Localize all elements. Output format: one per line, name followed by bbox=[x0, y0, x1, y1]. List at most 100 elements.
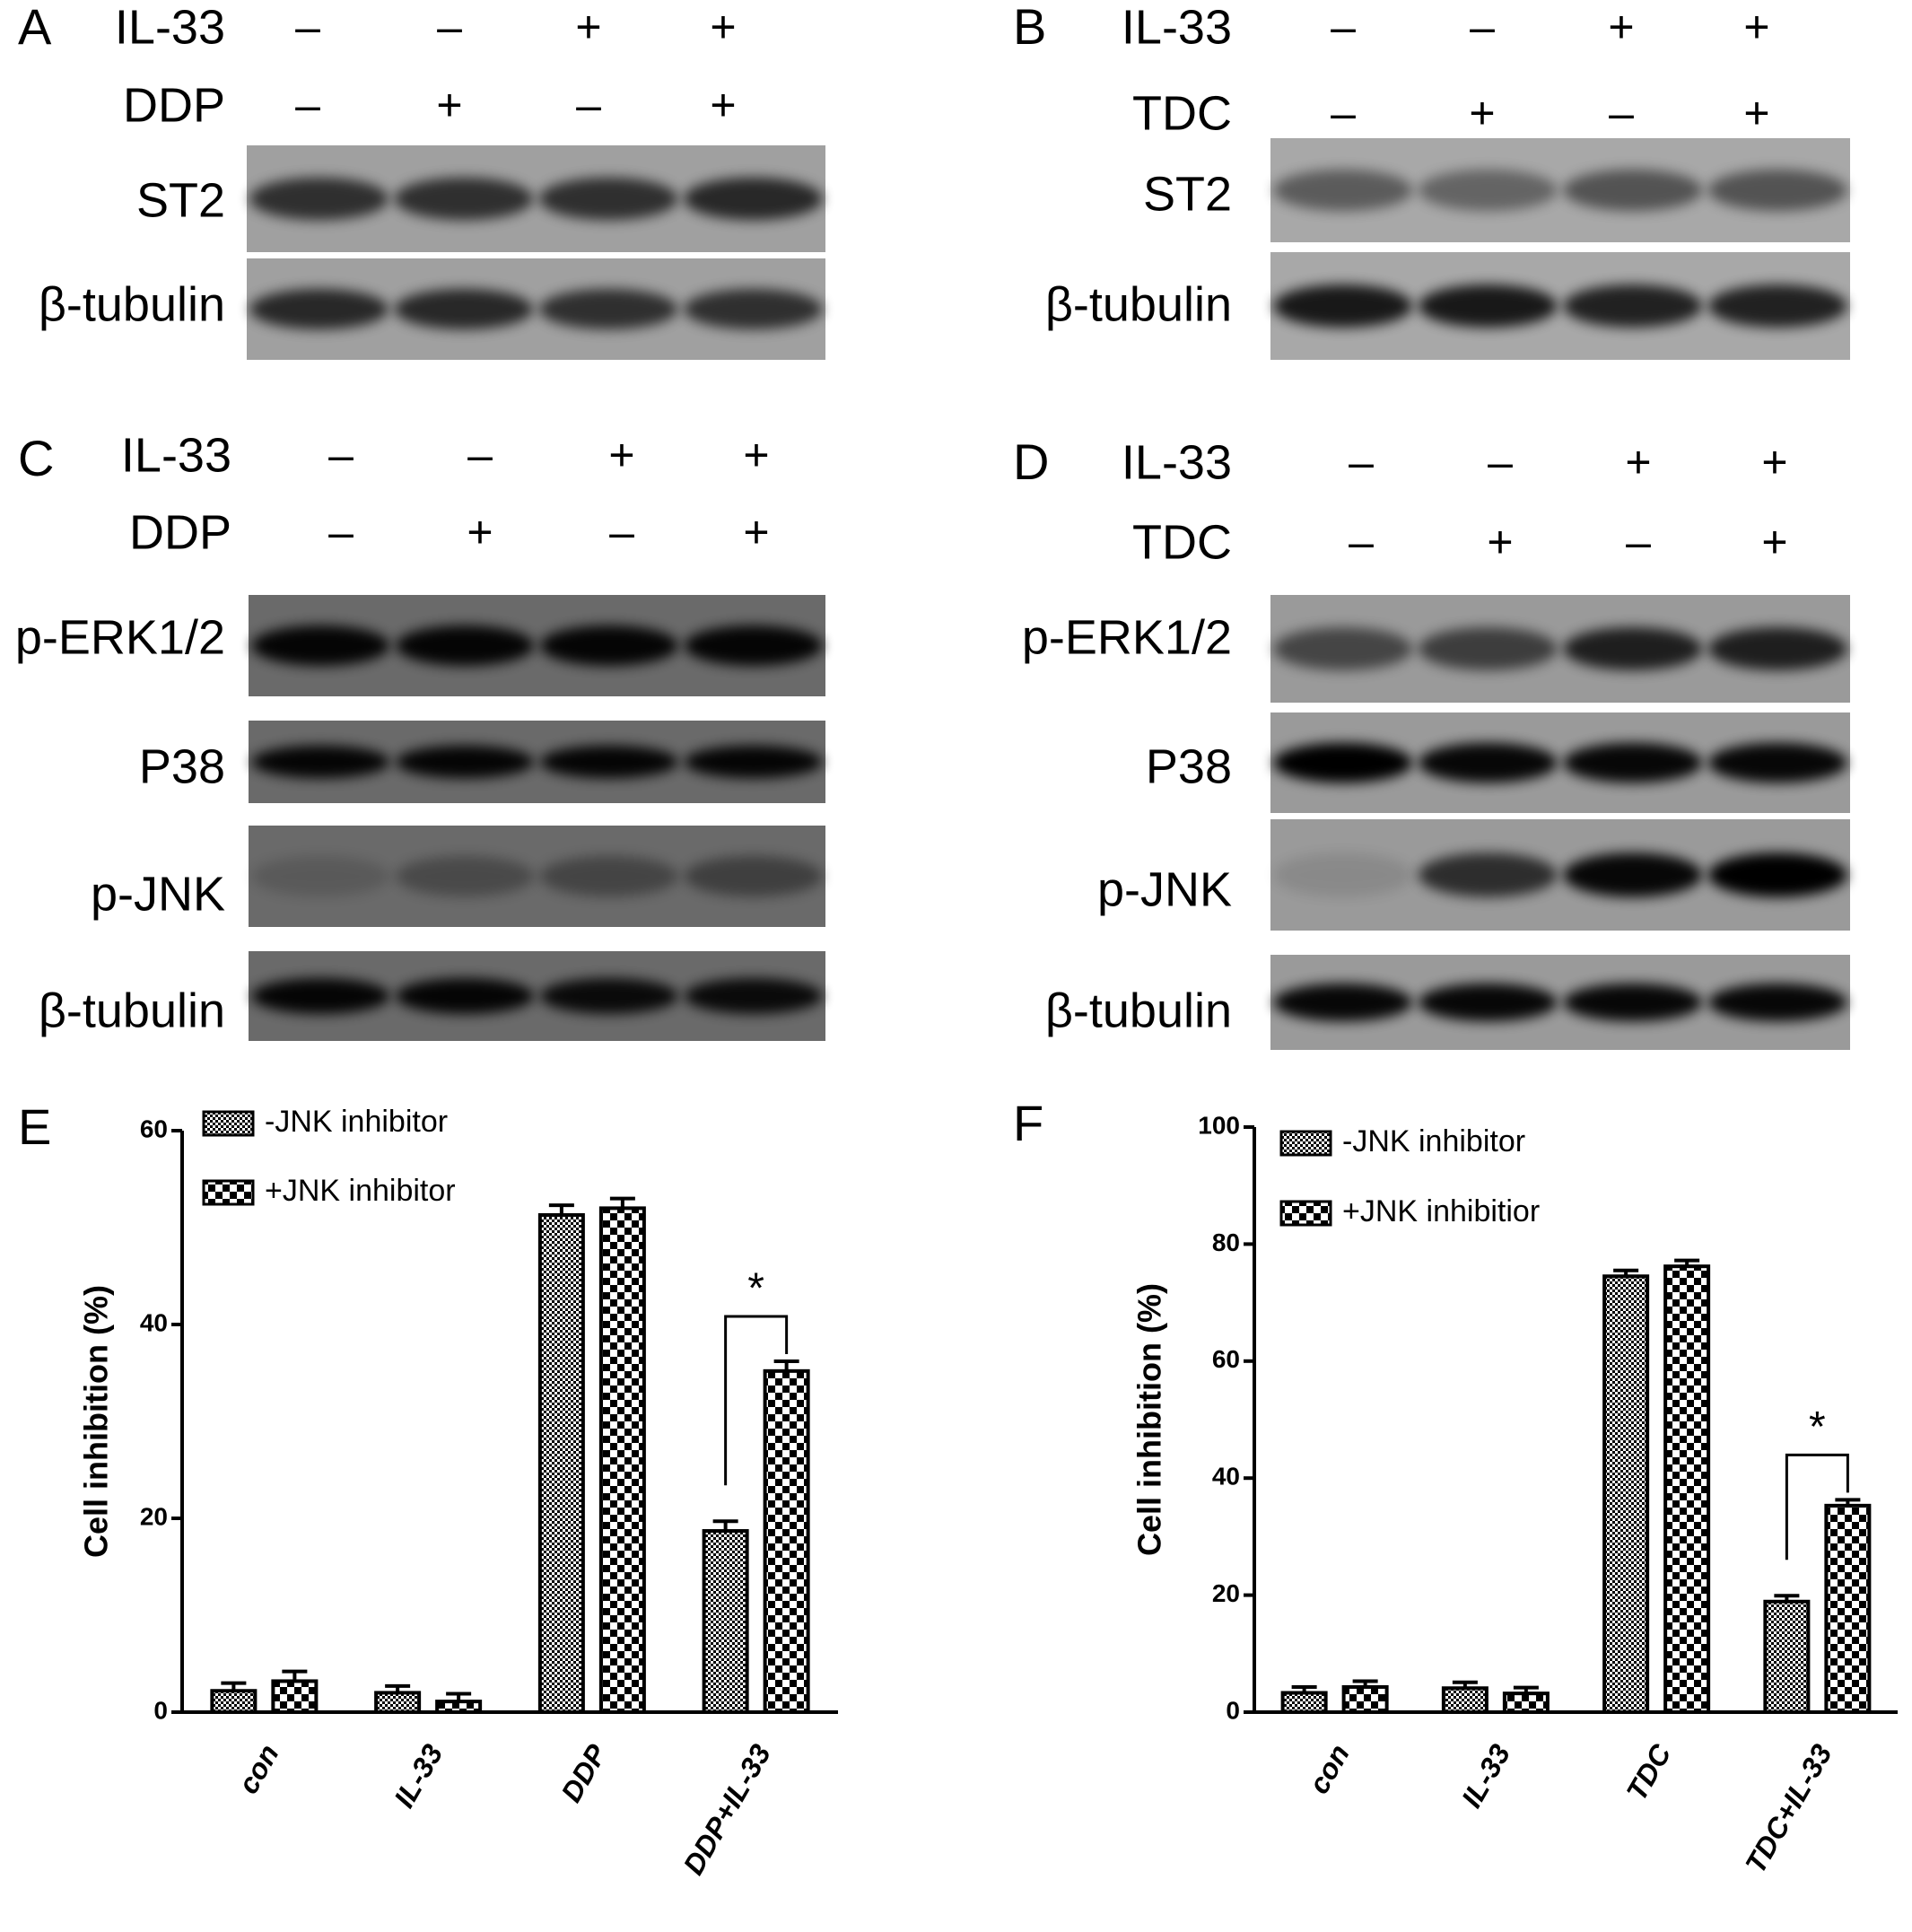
error-bar bbox=[1452, 1680, 1478, 1689]
blot-band bbox=[539, 855, 679, 897]
y-tick-label: 40 bbox=[1212, 1463, 1240, 1491]
treatment-sign: – bbox=[1626, 517, 1651, 567]
significance-bracket bbox=[724, 1315, 789, 1486]
bar bbox=[1663, 1264, 1711, 1715]
x-tick-label: IL-33 bbox=[388, 1739, 450, 1814]
treatment-sign: + bbox=[1743, 88, 1769, 138]
blot-band bbox=[1418, 852, 1558, 897]
blot-label: p-ERK1/2 bbox=[1022, 610, 1232, 664]
treatment-sign: + bbox=[1625, 437, 1651, 487]
treatment-sign: – bbox=[295, 80, 320, 130]
panel-label: A bbox=[18, 0, 52, 55]
blot-band bbox=[1563, 983, 1703, 1022]
blot-band bbox=[394, 177, 534, 221]
error-bar bbox=[1613, 1268, 1639, 1277]
y-axis-label: Cell inhibition (%) bbox=[1131, 1283, 1168, 1556]
bar bbox=[1824, 1503, 1872, 1714]
blot-band bbox=[1418, 983, 1558, 1022]
significance-label: * bbox=[747, 1265, 764, 1313]
blot-label: β-tubulin bbox=[39, 983, 225, 1037]
error-bar bbox=[548, 1203, 574, 1215]
legend-label: +JNK inhibitor bbox=[265, 1174, 456, 1208]
blot-band bbox=[1273, 852, 1413, 897]
error-bar bbox=[282, 1669, 308, 1682]
blot-band bbox=[1418, 169, 1558, 212]
treatment-sign: + bbox=[710, 2, 736, 52]
bar bbox=[374, 1691, 422, 1715]
treatment-sign: + bbox=[436, 80, 462, 130]
blot-band bbox=[684, 745, 823, 779]
treatment-sign: + bbox=[743, 507, 769, 557]
panel-label: D bbox=[1013, 433, 1049, 490]
x-tick-label: TDC bbox=[1620, 1738, 1678, 1806]
panel-label: B bbox=[1013, 0, 1046, 55]
blot-band bbox=[395, 855, 535, 897]
treatment-sign: + bbox=[1743, 2, 1769, 52]
y-tick-label: 0 bbox=[153, 1696, 168, 1724]
y-tick-label: 20 bbox=[140, 1502, 168, 1530]
treatment-label: IL-33 bbox=[115, 0, 225, 54]
error-bar bbox=[446, 1692, 472, 1702]
legend-label: -JNK inhibitor bbox=[1342, 1124, 1525, 1158]
y-tick-label: 40 bbox=[140, 1308, 168, 1336]
treatment-sign: – bbox=[576, 80, 601, 130]
treatment-label: DDP bbox=[123, 78, 225, 132]
treatment-sign: – bbox=[1331, 88, 1356, 138]
y-tick-label: 60 bbox=[140, 1115, 168, 1142]
x-tick-label: DDP+IL-33 bbox=[677, 1739, 777, 1881]
blot-band bbox=[1707, 742, 1847, 783]
bar bbox=[1441, 1686, 1489, 1714]
bar bbox=[598, 1206, 646, 1714]
blot-band bbox=[249, 288, 389, 330]
x-tick-label: con bbox=[231, 1739, 285, 1799]
treatment-label: IL-33 bbox=[121, 428, 231, 482]
blot-band bbox=[1707, 983, 1847, 1022]
blot-band bbox=[538, 177, 678, 221]
blot-band bbox=[539, 625, 679, 667]
bar bbox=[435, 1700, 483, 1714]
blot-label: β-tubulin bbox=[1045, 983, 1232, 1037]
treatment-sign: – bbox=[328, 507, 354, 557]
legend-label: +JNK inhibitior bbox=[1342, 1194, 1540, 1228]
bar bbox=[537, 1212, 585, 1714]
error-bar bbox=[712, 1519, 738, 1532]
legend-label: -JNK inhibitor bbox=[265, 1105, 448, 1139]
blot-band bbox=[1418, 284, 1558, 328]
blot-band bbox=[1273, 983, 1413, 1022]
blot-label: p-ERK1/2 bbox=[15, 610, 225, 664]
y-tick-label: 100 bbox=[1198, 1111, 1240, 1139]
treatment-sign: – bbox=[609, 507, 634, 557]
treatment-sign: – bbox=[295, 2, 320, 52]
blot-band bbox=[684, 625, 823, 667]
blot-band bbox=[684, 855, 823, 897]
blot-band bbox=[1707, 284, 1847, 328]
error-bar bbox=[1513, 1685, 1539, 1694]
blot-label: p-JNK bbox=[1097, 862, 1232, 916]
treatment-label: TDC bbox=[1132, 515, 1232, 569]
blot-band bbox=[1418, 742, 1558, 783]
error-bar bbox=[1835, 1498, 1861, 1506]
x-tick-label: IL-33 bbox=[1455, 1739, 1517, 1814]
blot-band bbox=[539, 745, 679, 779]
y-axis-label: Cell inhibition (%) bbox=[78, 1285, 115, 1558]
error-bar bbox=[1774, 1594, 1800, 1602]
x-tick-label: DDP bbox=[554, 1738, 613, 1807]
blot-band bbox=[684, 978, 823, 1014]
bar bbox=[1602, 1274, 1650, 1714]
bar bbox=[1280, 1691, 1328, 1715]
blot-band bbox=[1563, 169, 1703, 212]
blot-band bbox=[395, 745, 535, 779]
panel-label: F bbox=[1013, 1095, 1043, 1151]
significance-bracket bbox=[1785, 1453, 1849, 1560]
treatment-sign: – bbox=[1609, 88, 1634, 138]
error-bar bbox=[1291, 1684, 1317, 1693]
panel-label: C bbox=[18, 430, 54, 486]
blot-label: β-tubulin bbox=[1045, 277, 1232, 331]
blot-label: p-JNK bbox=[91, 867, 225, 921]
blot-band bbox=[394, 288, 534, 330]
treatment-sign: + bbox=[575, 2, 601, 52]
treatment-sign: + bbox=[1469, 88, 1495, 138]
legend-swatch bbox=[1279, 1200, 1332, 1227]
blot-band bbox=[1563, 852, 1703, 897]
